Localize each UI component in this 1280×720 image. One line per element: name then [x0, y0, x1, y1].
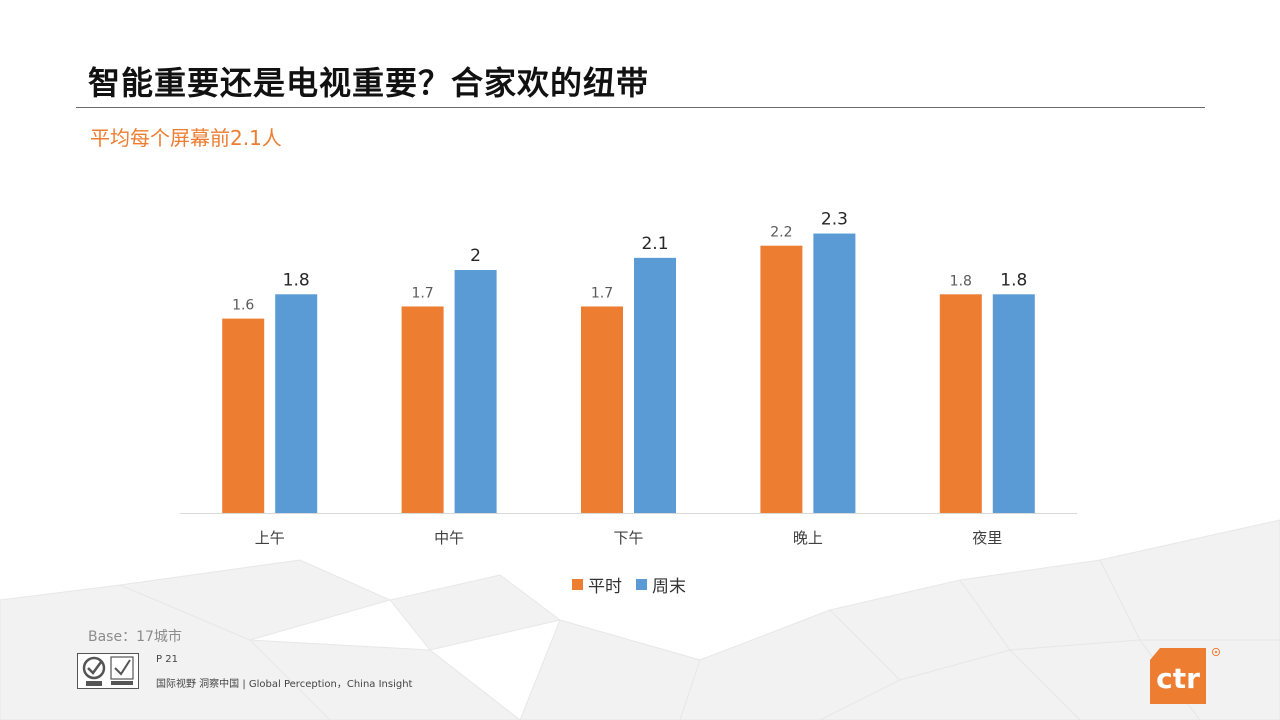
bar-weekday-2	[581, 306, 623, 513]
data-label-weekday-4: 1.8	[950, 273, 972, 289]
bar-weekend-2	[634, 257, 676, 513]
data-label-weekend-3: 2.3	[821, 210, 848, 230]
category-label-2: 下午	[613, 529, 643, 547]
legend-item-weekday: 平时	[572, 572, 622, 597]
chart-bars	[222, 233, 1035, 514]
chart-legend: 平时 周末	[572, 572, 686, 597]
page-title: 智能重要还是电视重要？合家欢的纽带	[88, 64, 650, 102]
category-label-0: 上午	[255, 529, 285, 547]
base-note: Base：17城市	[88, 629, 182, 645]
data-label-weekend-1: 2	[470, 246, 481, 266]
bar-weekday-0	[222, 318, 265, 513]
bar-weekday-3	[760, 245, 803, 513]
category-label-4: 夜里	[972, 529, 1002, 547]
bar-chart: 1.6 1.8 上午 1.7 2 中午 1.7 2.1 下午 2.2 2.3 晚上 1.8 1.8 夜里	[180, 210, 1077, 547]
data-label-weekend-0: 1.8	[283, 270, 310, 290]
legend-item-weekend: 周末	[636, 572, 686, 597]
data-label-weekday-1: 1.7	[411, 285, 433, 301]
data-label-weekday-3: 2.2	[770, 225, 792, 241]
category-label-3: 晚上	[793, 529, 823, 547]
data-label-weekend-4: 1.8	[1000, 270, 1027, 290]
data-label-weekday-2: 1.7	[591, 285, 613, 301]
ctr-logo: ctr	[1150, 647, 1221, 704]
bar-weekday-4	[939, 294, 982, 513]
chart-labels: 1.6 1.8 上午 1.7 2 中午 1.7 2.1 下午 2.2 2.3 晚上 1.8 1.8 夜里	[232, 210, 1027, 547]
page-number: P 21	[156, 654, 178, 665]
bar-weekday-1	[401, 306, 444, 513]
legend-swatch-weekday	[572, 578, 583, 590]
legend-swatch-weekend	[636, 578, 647, 590]
category-label-1: 中午	[434, 529, 464, 547]
bar-weekend-4	[992, 294, 1035, 513]
certification-logo	[77, 653, 139, 689]
legend-label-weekend: 周末	[652, 576, 686, 597]
page-subtitle: 平均每个屏幕前2.1人	[90, 126, 282, 150]
bar-weekend-1	[454, 270, 497, 513]
data-label-weekend-2: 2.1	[641, 234, 668, 254]
bar-weekend-0	[275, 294, 318, 513]
data-label-weekday-0: 1.6	[232, 298, 254, 314]
bar-weekend-3	[813, 233, 856, 514]
title-divider	[76, 107, 1205, 108]
legend-label-weekday: 平时	[588, 576, 622, 597]
footer-slogan: 国际视野 洞察中国 | Global Perception，China Insi…	[156, 679, 413, 690]
ctr-logo-text: ctr	[1156, 662, 1200, 695]
